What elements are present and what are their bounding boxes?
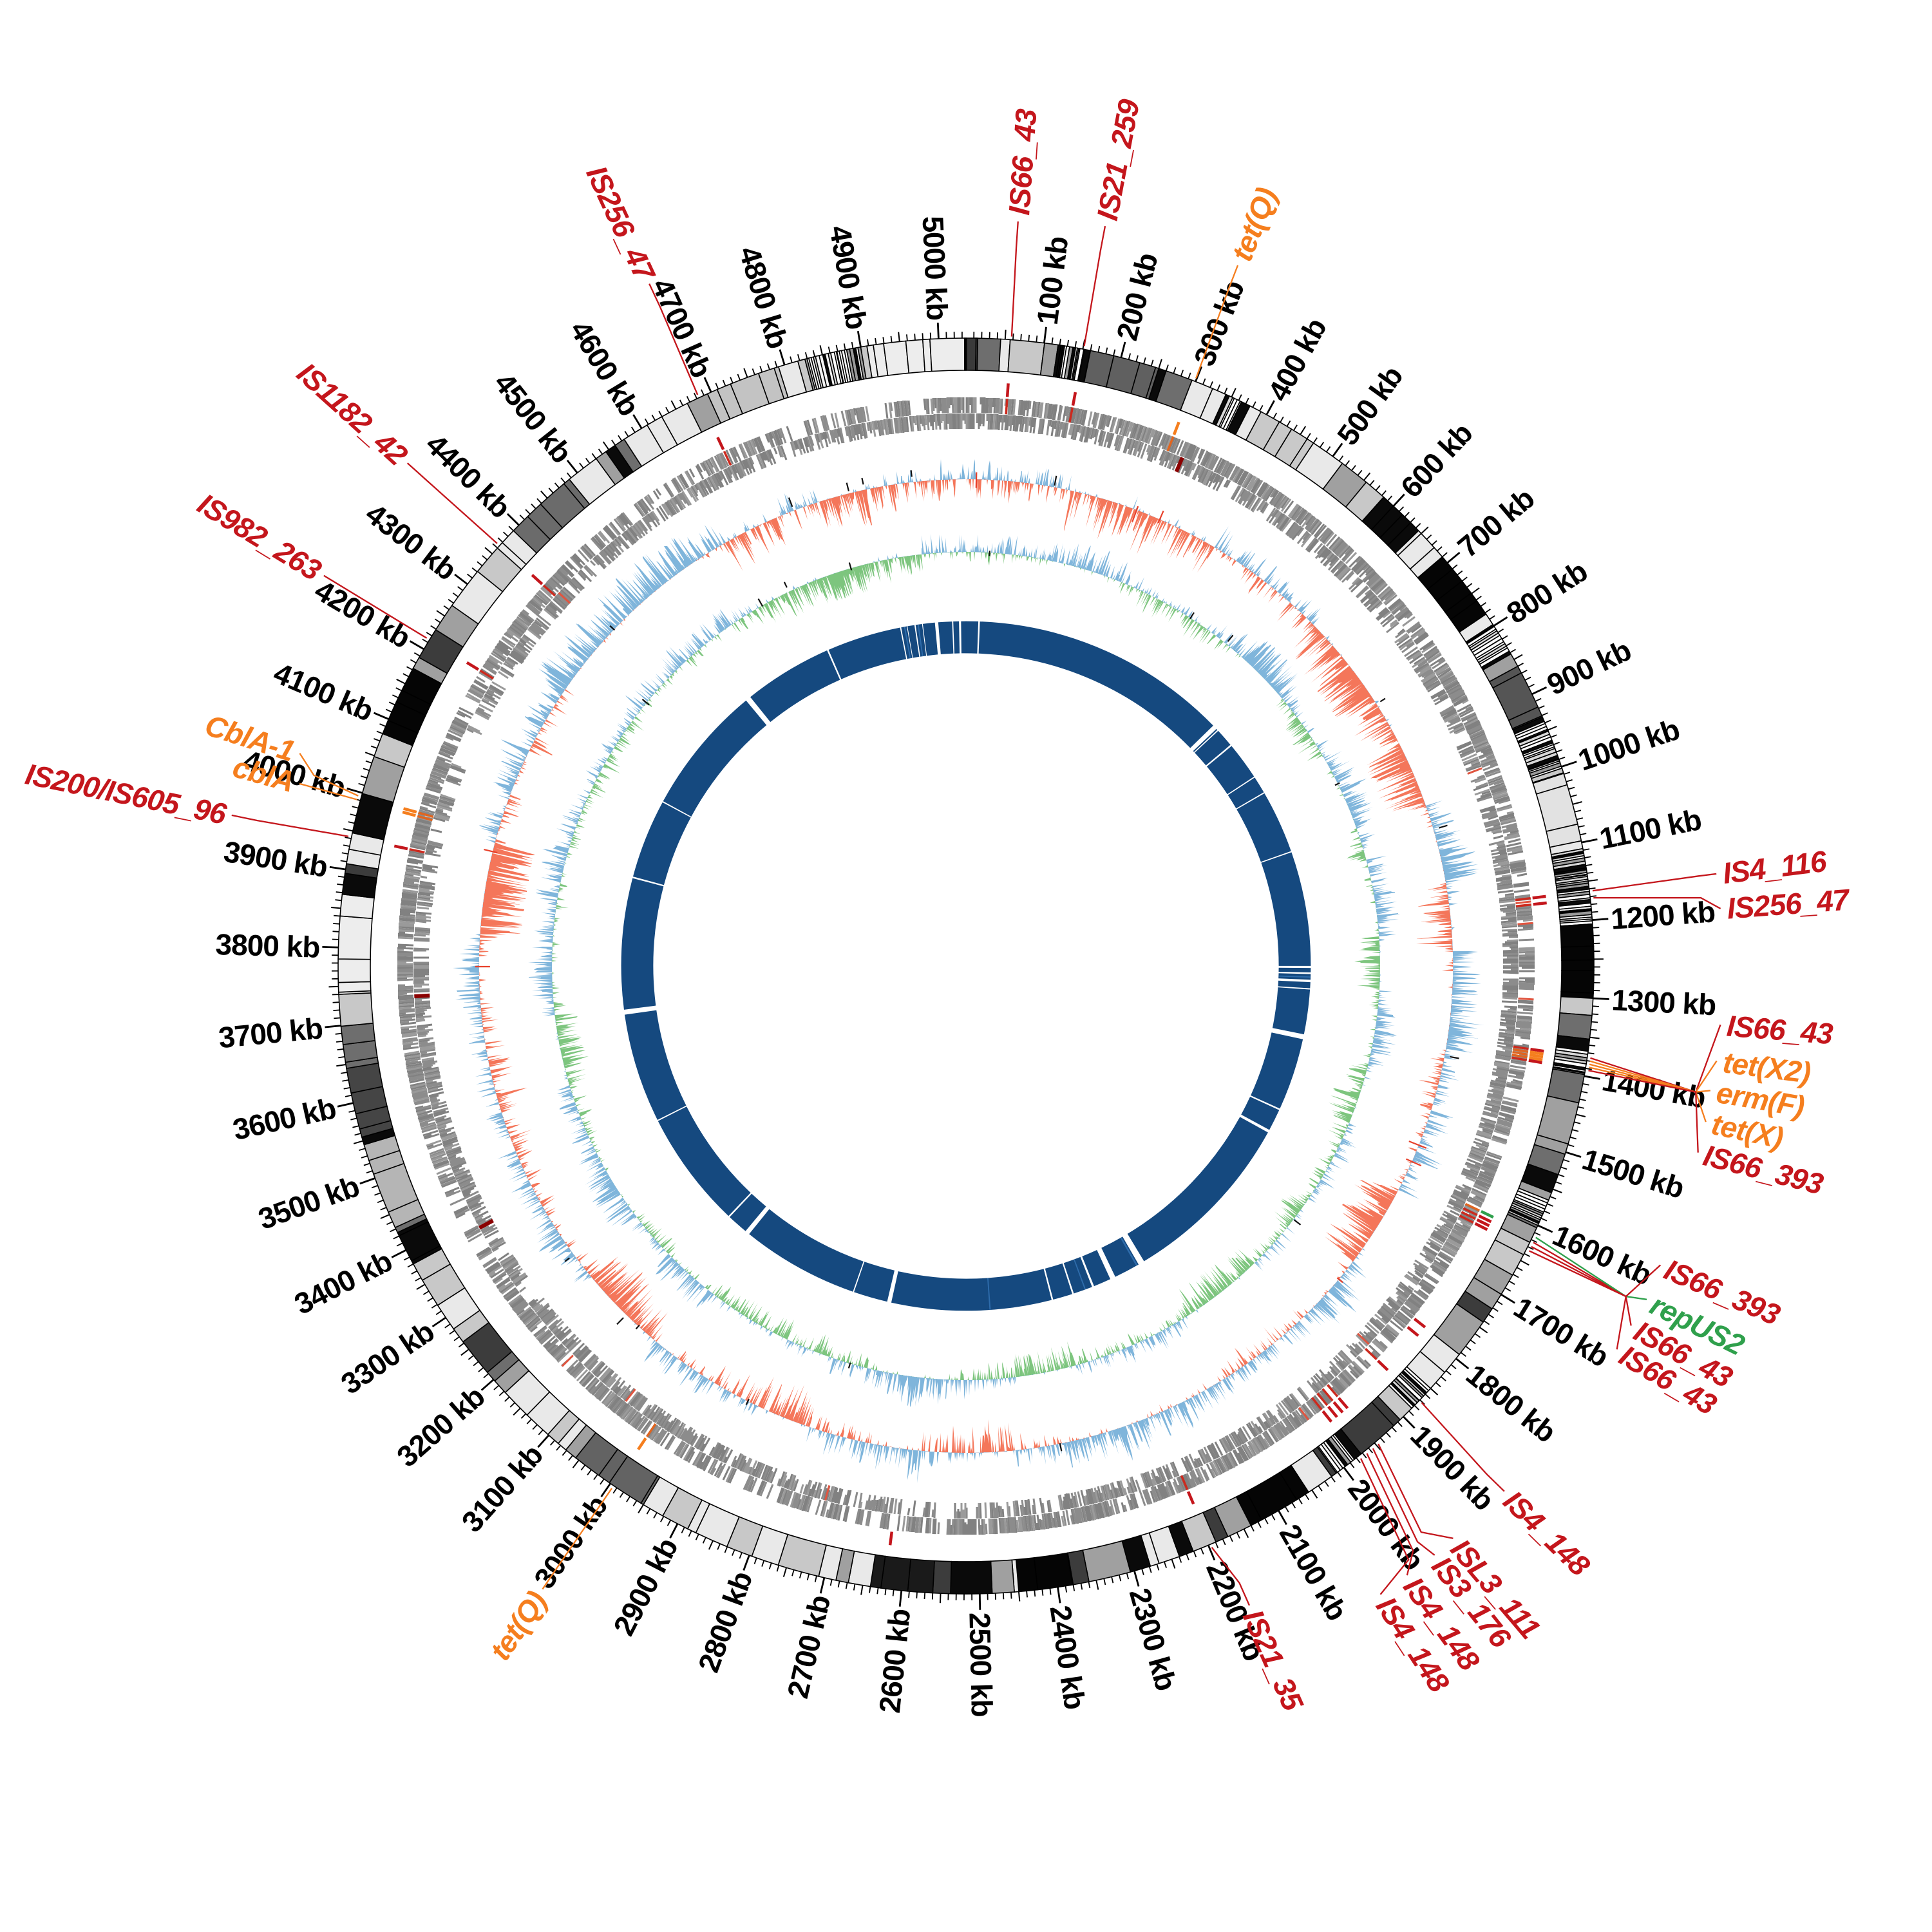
svg-text:IS66_43: IS66_43 [1002, 108, 1043, 216]
svg-text:3800 kb: 3800 kb [215, 927, 320, 964]
svg-text:1300 kb: 1300 kb [1611, 983, 1716, 1021]
svg-text:IS66_43: IS66_43 [1725, 1009, 1834, 1051]
svg-text:5000 kb: 5000 kb [916, 215, 954, 321]
svg-text:1200 kb: 1200 kb [1609, 895, 1716, 936]
svg-text:2500 kb: 2500 kb [963, 1612, 999, 1717]
